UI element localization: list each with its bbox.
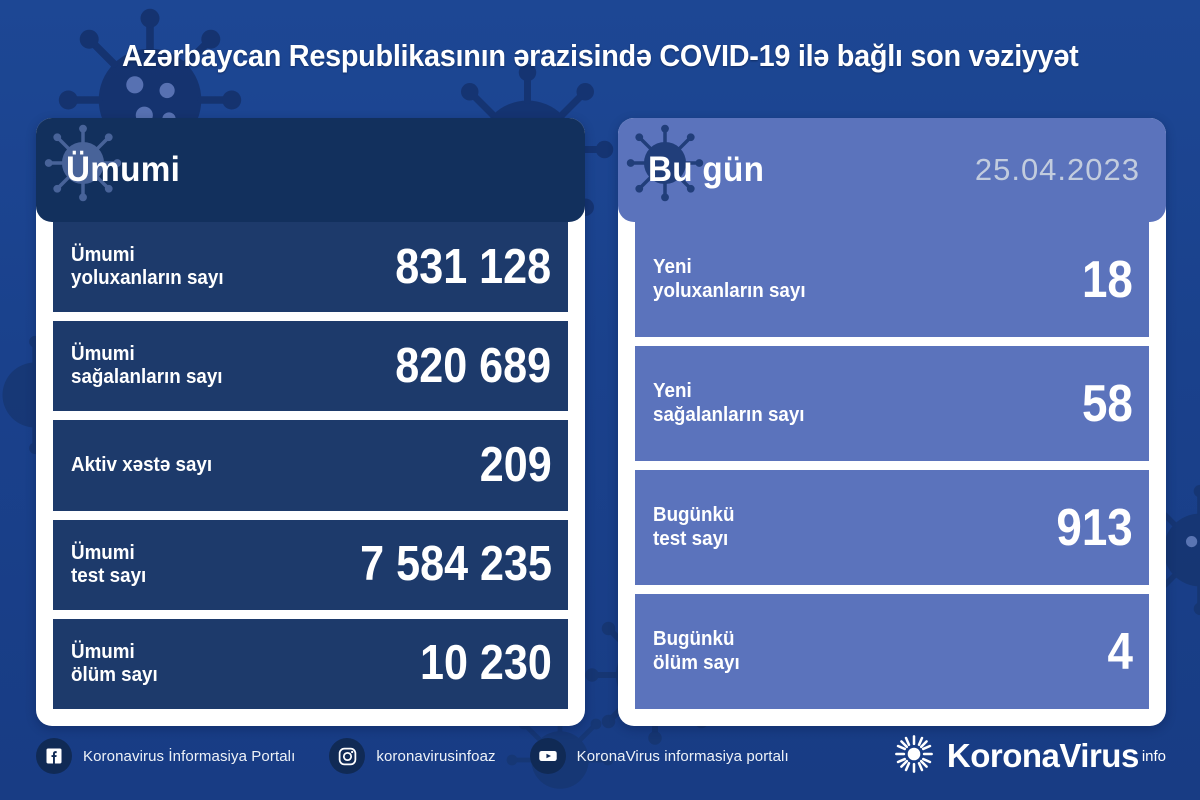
- stat-row: Yeni sağalanların sayı 58: [634, 346, 1149, 461]
- stat-row: Bugünkü ölüm sayı 4: [634, 594, 1149, 709]
- social-label: Koronavirus İnformasiya Portalı: [83, 747, 296, 765]
- panel-today-title: Bu gün: [647, 150, 764, 189]
- stat-row: Aktiv xəstə sayı 209: [53, 420, 568, 511]
- panel-today-rows: Yeni yoluxanların sayı 18 Yeni sağalanla…: [634, 222, 1149, 709]
- social-youtube[interactable]: KoronaVirus informasiya portalı: [529, 738, 789, 774]
- stat-label: Aktiv xəstə sayı: [71, 453, 213, 476]
- brand-suffix: info: [1141, 747, 1166, 765]
- brand-logo[interactable]: KoronaVirus info: [893, 733, 1166, 780]
- panel-total-rows: Ümumi yoluxanların sayı 831 128 Ümumi sa…: [53, 222, 568, 710]
- social-facebook[interactable]: Koronavirus İnformasiya Portalı: [36, 738, 295, 774]
- brand-name: KoronaVirus: [946, 737, 1139, 774]
- social-label: koronavirusinfoaz: [376, 747, 496, 765]
- stat-value: 7 584 235: [359, 537, 552, 592]
- stat-label: Yeni yoluxanların sayı: [652, 256, 806, 302]
- virus-sun-icon: [893, 733, 935, 780]
- facebook-icon[interactable]: [36, 738, 72, 774]
- panel-today: Bu gün 25.04.2023 Yeni yoluxanların sayı…: [617, 118, 1166, 726]
- stats-panels: Ümumi Ümumi yoluxanların sayı 831 128 Üm…: [36, 118, 1166, 726]
- stat-label: Ümumi sağalanların sayı: [71, 343, 223, 389]
- panel-total: Ümumi Ümumi yoluxanların sayı 831 128 Üm…: [36, 118, 585, 726]
- stat-label: Bugünkü ölüm sayı: [652, 628, 740, 674]
- social-label: KoronaVirus informasiya portalı: [576, 747, 789, 765]
- stat-row: Ümumi sağalanların sayı 820 689: [53, 321, 568, 412]
- stat-value: 4: [1107, 622, 1133, 681]
- stat-row: Bugünkü test sayı 913: [634, 470, 1149, 585]
- stat-label: Ümumi yoluxanların sayı: [71, 243, 224, 290]
- stat-value: 913: [1056, 498, 1133, 557]
- panel-total-title: Ümumi: [66, 150, 181, 189]
- panel-today-date: 25.04.2023: [974, 152, 1140, 187]
- stat-value: 58: [1082, 374, 1133, 433]
- virus-decoration-icon: [626, 124, 704, 207]
- stat-row: Ümumi yoluxanların sayı 831 128: [53, 222, 568, 313]
- stat-label: Bugünkü test sayı: [652, 504, 734, 550]
- stat-value: 831 128: [395, 239, 552, 294]
- stat-value: 18: [1082, 250, 1133, 309]
- stat-row: Ümumi ölüm sayı 10 230: [53, 618, 568, 710]
- stat-label: Yeni sağalanların sayı: [652, 380, 805, 426]
- social-instagram[interactable]: koronavirusinfoaz: [329, 738, 496, 774]
- stat-value: 820 689: [395, 338, 552, 393]
- stat-label: Ümumi test sayı: [71, 541, 147, 587]
- stat-value: 209: [479, 438, 552, 492]
- youtube-icon[interactable]: [529, 738, 566, 774]
- panel-total-header: Ümumi: [36, 118, 585, 222]
- panel-today-header: Bu gün 25.04.2023: [617, 118, 1166, 222]
- stat-label: Ümumi ölüm sayı: [71, 640, 158, 686]
- stat-value: 10 230: [419, 636, 552, 691]
- page-title: Azərbaycan Respublikasının ərazisində CO…: [0, 38, 1200, 74]
- stat-row: Yeni yoluxanların sayı 18: [634, 222, 1149, 337]
- instagram-icon[interactable]: [329, 738, 366, 774]
- stat-row: Ümumi test sayı 7 584 235: [53, 519, 568, 610]
- footer: Koronavirus İnformasiya Portalı koronavi…: [36, 728, 1166, 784]
- page-title-text: Azərbaycan Respublikasının ərazisində CO…: [121, 38, 1079, 73]
